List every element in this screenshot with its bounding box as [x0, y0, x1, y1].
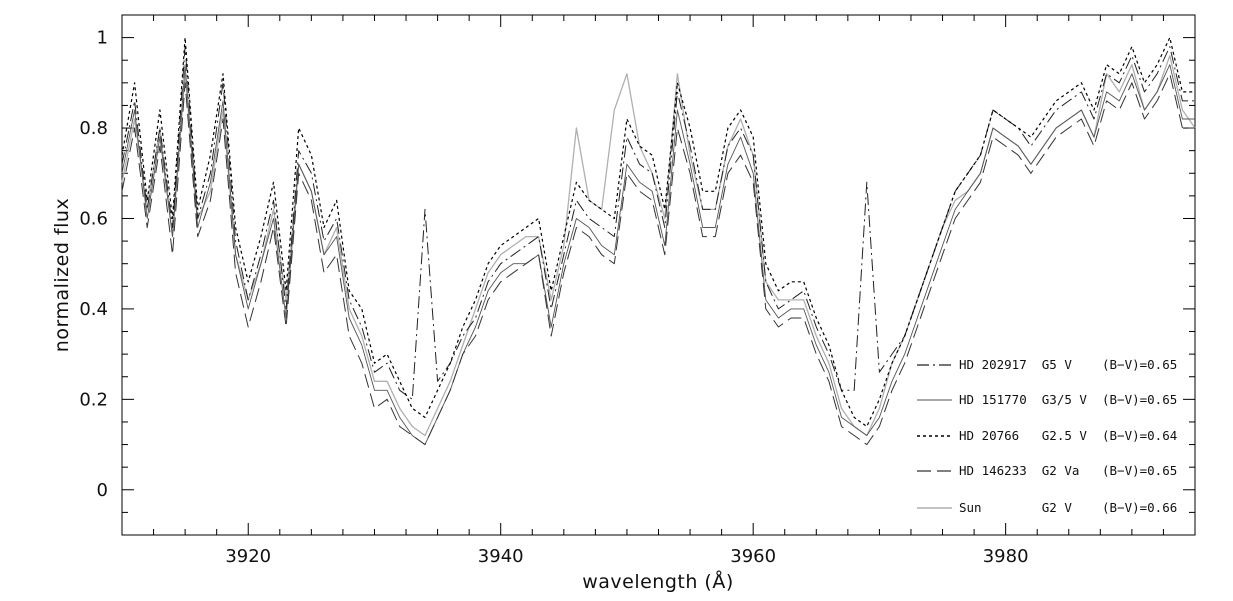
x-tick-label: 3980: [983, 546, 1029, 567]
series-line-1: [121, 64, 1195, 446]
x-tick-label: 3940: [478, 546, 524, 567]
y-tick-label: 0.2: [79, 389, 108, 410]
series-layer: [121, 36, 1196, 446]
series-line-3: [121, 73, 1195, 446]
legend-label-4: Sun G2 V (B−V)=0.66: [959, 500, 1177, 515]
plot-area: [121, 14, 1196, 536]
axis-ticks: 3920 3940 3960 3980 0 0.2 0.4 0.6 0.8 1: [79, 14, 1196, 567]
y-tick-label: 1: [97, 28, 108, 49]
y-axis-label: normalized flux: [51, 198, 73, 352]
y-tick-label: 0.8: [79, 118, 108, 139]
legend: HD 202917 G5 V (B−V)=0.65 HD 151770 G3/5 …: [917, 357, 1177, 515]
legend-label-0: HD 202917 G5 V (B−V)=0.65: [959, 357, 1177, 372]
y-tick-label: 0: [97, 480, 108, 501]
series-line-2: [121, 36, 1195, 428]
legend-label-1: HD 151770 G3/5 V (B−V)=0.65: [959, 392, 1177, 407]
x-tick-label: 3960: [730, 546, 776, 567]
y-tick-label: 0.6: [79, 208, 108, 229]
x-tick-label: 3920: [225, 546, 271, 567]
series-line-0: [121, 46, 1195, 400]
legend-label-2: HD 20766 G2.5 V (B−V)=0.64: [959, 428, 1177, 443]
y-tick-label: 0.4: [79, 299, 108, 320]
legend-label-3: HD 146233 G2 Va (B−V)=0.65: [959, 463, 1177, 478]
x-axis-label: wavelength (Å): [582, 570, 734, 593]
